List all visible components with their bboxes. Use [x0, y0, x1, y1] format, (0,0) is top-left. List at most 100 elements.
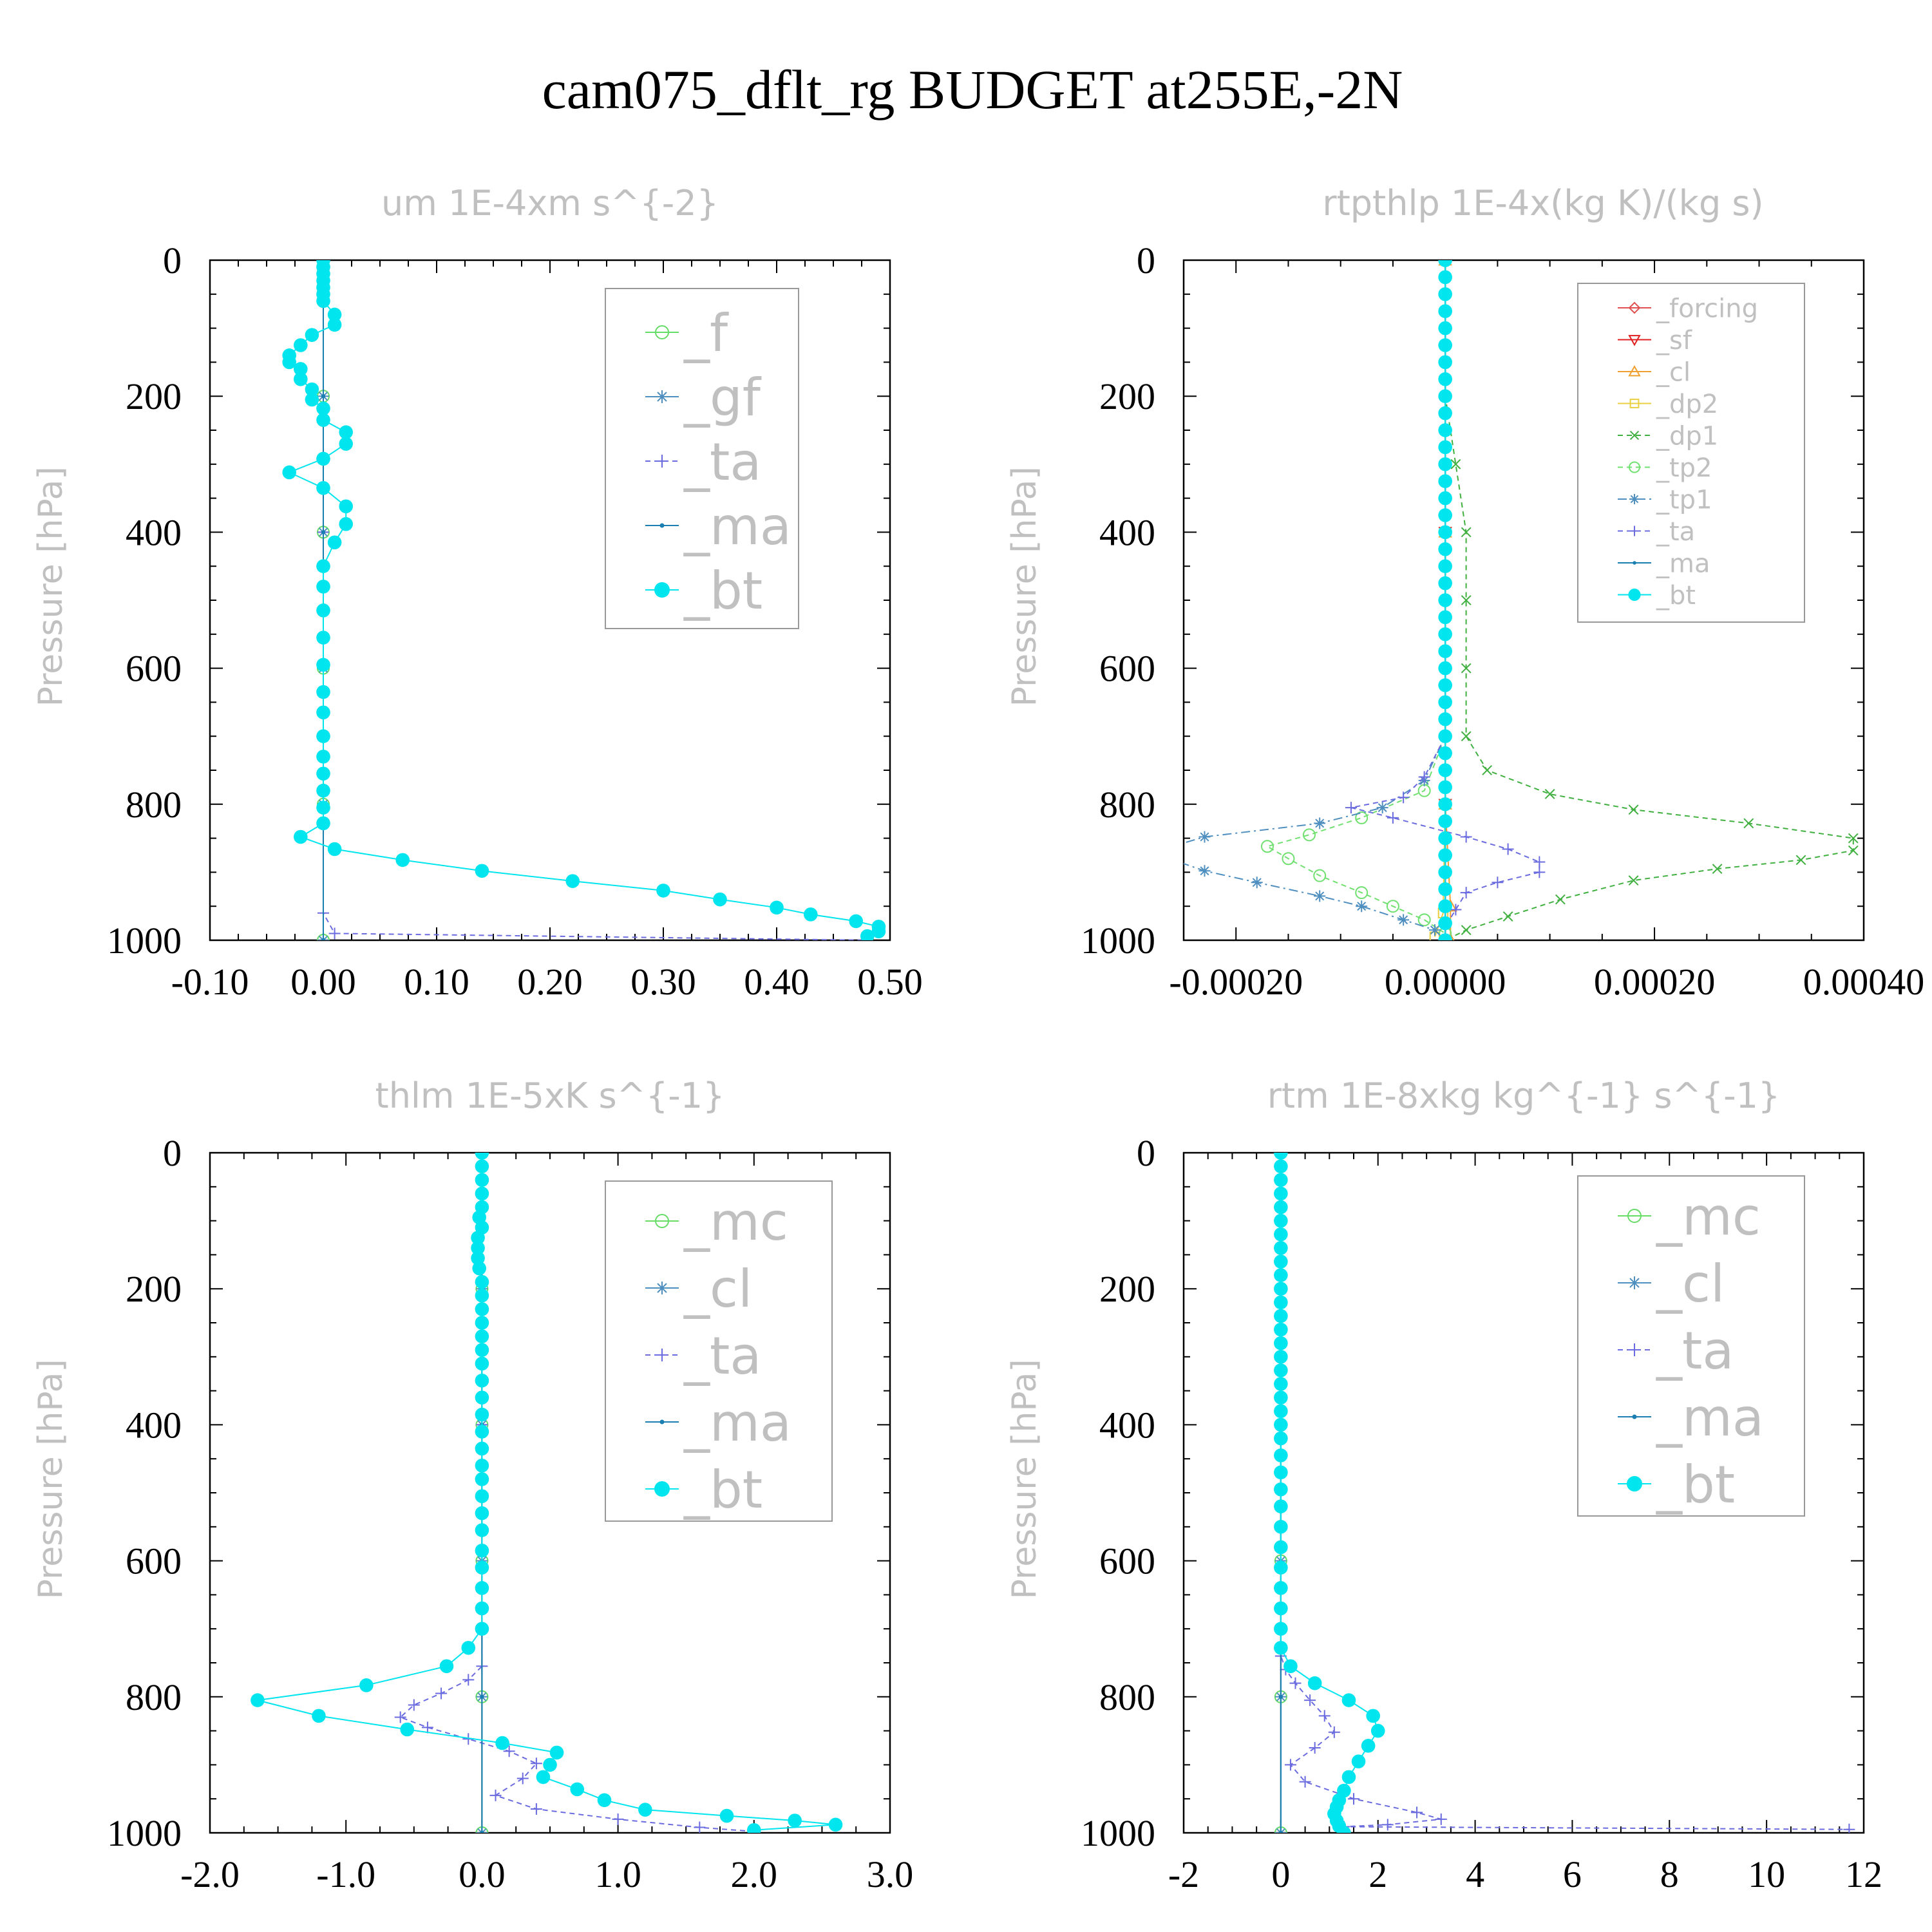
- series-point-bt: [1438, 372, 1452, 386]
- x-tick-label: 0.40: [744, 961, 810, 1003]
- series-line-tp2: [1265, 260, 1446, 934]
- series-point-bt: [1274, 1640, 1288, 1655]
- series-point-ta: [1492, 876, 1504, 889]
- series-point-ta: [1289, 1677, 1302, 1689]
- series-point-ta: [1397, 791, 1410, 804]
- legend-swatch-marker: [656, 1349, 668, 1361]
- series-point-bt: [327, 317, 342, 332]
- series-point-bt: [316, 480, 330, 495]
- series-point-dp1: [1461, 731, 1472, 742]
- series-point-bt: [400, 1722, 415, 1737]
- series-point-bt: [719, 1808, 734, 1823]
- panel-title: rtpthlp 1E-4x(kg K)/(kg s): [1322, 183, 1763, 223]
- series-point-bt: [1307, 1676, 1322, 1690]
- series-point-ma: [321, 394, 326, 399]
- series-point-bt: [316, 451, 330, 466]
- series-point-bt: [1283, 1659, 1298, 1674]
- y-tick-label: 200: [1099, 1268, 1155, 1310]
- series-point-dp1: [1544, 789, 1555, 799]
- series-point-bt: [471, 1241, 485, 1255]
- series-point-bt: [1438, 576, 1452, 591]
- series-point-tp1: [1251, 876, 1263, 889]
- series-point-bt: [327, 307, 342, 322]
- series-point-bt: [1438, 627, 1452, 641]
- series-point-ta: [503, 1745, 515, 1757]
- series-point-bt: [747, 1823, 761, 1833]
- series-point-bt: [316, 401, 330, 416]
- legend-entry-ma: _ma: [1656, 1388, 1764, 1448]
- series-point-bt: [1274, 1482, 1288, 1497]
- series-point-bt: [1438, 260, 1452, 267]
- series-point-bt: [1341, 1693, 1356, 1707]
- y-tick-label: 0: [1137, 240, 1155, 281]
- series-point-bt: [439, 1659, 454, 1674]
- series-point-bt: [1438, 593, 1452, 607]
- series-point-bt: [475, 1601, 489, 1616]
- legend-entry-mc: _mc: [683, 1192, 788, 1252]
- series-point-tp1: [1397, 914, 1410, 926]
- series-point-bt: [475, 1186, 489, 1201]
- series-point-bt: [475, 1441, 489, 1456]
- legend-swatch-marker: [1632, 1414, 1637, 1419]
- series-point-bt: [1274, 1336, 1288, 1350]
- legend-swatch-marker: [656, 455, 668, 468]
- legend-entry-ta: _ta: [683, 1326, 761, 1386]
- series-point-ta: [1502, 843, 1514, 855]
- series-point-dp1: [1628, 804, 1639, 815]
- y-tick-label: 1000: [107, 920, 182, 961]
- series-point-ta: [394, 1711, 406, 1723]
- series-point-bt: [339, 425, 353, 439]
- series-point-ta: [421, 1721, 433, 1734]
- series-point-bt: [316, 294, 330, 308]
- series-point-bt: [1274, 1200, 1288, 1215]
- series-point-bt: [1274, 1465, 1288, 1480]
- series-point-ma: [321, 530, 326, 535]
- series-point-bt: [1274, 1350, 1288, 1364]
- series-point-dp1: [1743, 818, 1754, 829]
- series-point-ta: [1533, 856, 1546, 868]
- series-point-bt: [475, 1523, 489, 1537]
- series-point-bt: [1274, 1377, 1288, 1391]
- x-tick-label: -2: [1168, 1853, 1199, 1895]
- series-point-bt: [1274, 1601, 1288, 1616]
- legend-swatch-marker: [656, 1282, 668, 1294]
- y-tick-label: 800: [1099, 1676, 1155, 1718]
- legend-entry-forcing: _forcing: [1656, 294, 1758, 323]
- series-point-bt: [475, 1489, 489, 1504]
- series-point-bt: [1274, 1186, 1288, 1201]
- series-point-bt: [1438, 610, 1452, 625]
- series-point-ta: [328, 927, 341, 940]
- legend-box: [1577, 283, 1805, 623]
- series-point-ta: [612, 1813, 624, 1825]
- y-tick-label: 200: [126, 375, 182, 417]
- series-point-bt: [1438, 678, 1452, 692]
- series-line-tp1: [1184, 260, 1446, 940]
- y-tick-label: 1000: [1081, 920, 1155, 961]
- series-point-ta: [1299, 1776, 1311, 1788]
- series-point-bt: [495, 1736, 509, 1750]
- series-point-ta: [1533, 866, 1546, 878]
- series-point-bt: [471, 1251, 485, 1265]
- y-tick-label: 200: [1099, 375, 1155, 417]
- series-point-bt: [1438, 457, 1452, 471]
- x-tick-label: 0.0: [459, 1853, 506, 1895]
- legend-entry-ta: _ta: [1656, 517, 1695, 547]
- legend-entry-ma: _ma: [683, 1393, 791, 1453]
- series-point-bt: [849, 914, 863, 929]
- series-point-tp1: [1356, 900, 1368, 913]
- series-group: [1274, 1153, 1855, 1833]
- x-tick-label: 0.00040: [1803, 961, 1925, 1003]
- x-tick-label: 3.0: [867, 1853, 914, 1895]
- series-point-ta: [1450, 904, 1462, 916]
- series-point-bt: [565, 874, 580, 888]
- y-axis-label: Pressure [hPa]: [32, 1359, 70, 1599]
- series-point-tp2: [1260, 840, 1274, 853]
- legend-swatch-marker: [1628, 301, 1641, 314]
- series-point-ta: [516, 1772, 529, 1785]
- legend-swatch-marker: [1628, 335, 1641, 346]
- series-point-bt: [1438, 321, 1452, 336]
- series-point-bt: [282, 465, 297, 480]
- x-tick-label: 1.0: [594, 1853, 641, 1895]
- series-point-bt: [1438, 899, 1452, 913]
- legend-box: [605, 1180, 833, 1522]
